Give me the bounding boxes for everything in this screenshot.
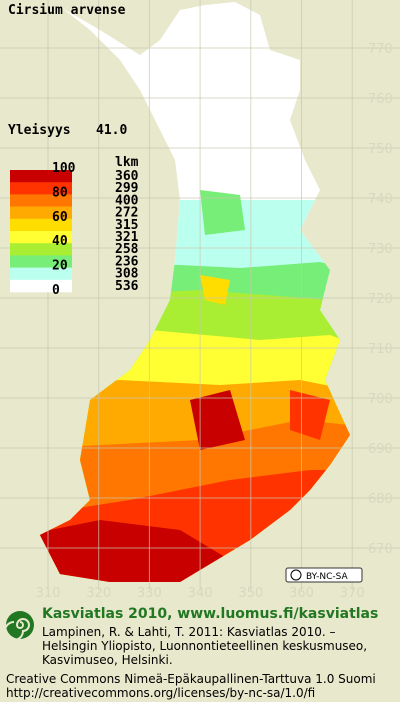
- footer-heading: Kasviatlas 2010, www.luomus.fi/kasviatla…: [42, 606, 378, 622]
- legend-scale-label: 40: [52, 234, 68, 249]
- legend-count: 258: [115, 242, 139, 257]
- legend-count: 272: [115, 206, 138, 221]
- species-title: Cirsium arvense: [8, 3, 126, 18]
- legend-scale-label: 20: [52, 259, 68, 274]
- x-grid-label: 350: [238, 586, 263, 601]
- license-line: http://creativecommons.org/licenses/by-n…: [6, 686, 315, 700]
- legend-count: 360: [115, 169, 139, 184]
- legend-swatch: [10, 194, 72, 207]
- x-grid-label: 370: [340, 586, 365, 601]
- legend-scale-label: 60: [52, 210, 68, 225]
- legend-scale-label: 0: [52, 283, 60, 298]
- y-grid-label: 720: [368, 292, 393, 307]
- legend-scale-label: 100: [52, 161, 76, 176]
- y-grid-label: 740: [368, 192, 393, 207]
- legend-count: 536: [115, 279, 139, 294]
- legend-swatch: [10, 255, 72, 268]
- legend-count: 315: [115, 218, 138, 233]
- count-header: lkm: [115, 155, 139, 170]
- x-grid-label: 320: [86, 586, 111, 601]
- y-grid-label: 670: [368, 542, 393, 557]
- y-grid-label: 690: [368, 442, 393, 457]
- legend-swatch: [10, 182, 72, 195]
- citation-line: Lampinen, R. & Lahti, T. 2011: Kasviatla…: [42, 625, 336, 639]
- y-grid-label: 710: [368, 342, 393, 357]
- logo: [4, 611, 34, 641]
- x-grid-label: 310: [36, 586, 61, 601]
- y-grid-label: 770: [368, 42, 393, 57]
- y-grid-label: 730: [368, 242, 393, 257]
- legend-count: 299: [115, 181, 138, 196]
- legend-scale-label: 80: [52, 185, 68, 200]
- legend-swatch: [10, 231, 72, 244]
- legend-count: 236: [115, 254, 139, 269]
- legend-swatch: [10, 206, 72, 220]
- license-badge-text: BY-NC-SA: [306, 572, 349, 582]
- citation-line: Kasvimuseo, Helsinki.: [42, 653, 173, 667]
- legend-swatch: [10, 218, 72, 232]
- license-badge: BY-NC-SA: [285, 567, 363, 583]
- legend-swatch: [10, 170, 72, 183]
- x-grid-label: 360: [289, 586, 314, 601]
- y-grid-label: 680: [368, 492, 393, 507]
- legend-count: 308: [115, 267, 139, 282]
- frequency-label: Yleisyys: [8, 123, 71, 138]
- citation-line: Helsingin Yliopisto, Luonnontieteellinen…: [42, 639, 367, 653]
- x-grid-label: 330: [137, 586, 162, 601]
- frequency-value: 41.0: [96, 123, 127, 138]
- x-grid-label: 340: [188, 586, 213, 601]
- y-grid-label: 750: [368, 142, 393, 157]
- legend-swatch: [10, 267, 72, 281]
- y-grid-label: 760: [368, 92, 393, 107]
- legend-swatch: [10, 279, 72, 293]
- legend-count: 321: [115, 230, 139, 245]
- license-line: Creative Commons Nimeä-Epäkaupallinen-Ta…: [6, 672, 376, 686]
- legend-swatch: [10, 243, 72, 256]
- y-grid-label: 700: [368, 392, 393, 407]
- legend-count: 400: [115, 193, 139, 208]
